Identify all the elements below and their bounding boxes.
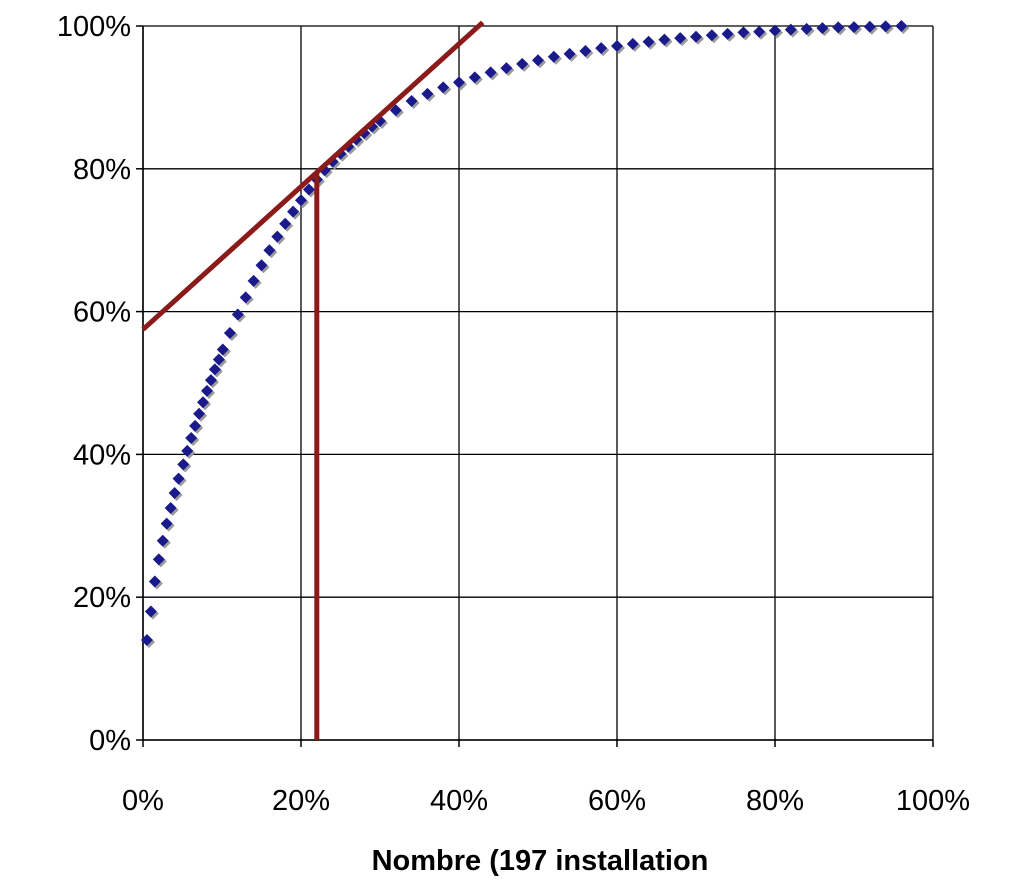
data-point (172, 472, 185, 485)
data-point (705, 29, 718, 42)
data-point (287, 205, 300, 218)
data-point (595, 42, 608, 55)
data-point (500, 62, 513, 75)
data-point (152, 553, 165, 566)
data-point (516, 57, 529, 70)
data-point (468, 71, 481, 84)
y-tick-label: 60% (73, 297, 131, 329)
data-point (200, 384, 213, 397)
x-tick-label: 20% (272, 785, 330, 817)
data-point (547, 50, 560, 63)
data-point (674, 32, 687, 45)
x-tick-label: 100% (896, 785, 970, 817)
grid (142, 25, 934, 741)
data-point (642, 35, 655, 48)
data-point (144, 605, 157, 618)
data-point (156, 534, 169, 547)
data-point (140, 634, 153, 647)
reference-line (141, 20, 485, 332)
data-point (216, 343, 229, 356)
data-point (208, 363, 221, 376)
data-point (690, 30, 702, 43)
data-point (295, 194, 307, 207)
data-point (197, 396, 210, 409)
data-point (223, 327, 236, 340)
data-point (800, 22, 813, 35)
data-point (279, 217, 292, 230)
y-tick-label: 40% (73, 439, 131, 471)
data-point (164, 501, 177, 514)
y-tick-label: 80% (73, 154, 131, 186)
data-point (879, 20, 892, 33)
data-point (626, 37, 639, 50)
data-point (816, 22, 829, 35)
data-point (255, 259, 268, 272)
data-point (405, 94, 418, 107)
data-point (389, 104, 402, 117)
data-point (721, 27, 734, 40)
data-point (848, 21, 860, 34)
data-point (563, 47, 576, 60)
x-tick-label: 0% (122, 785, 164, 817)
data-point (532, 54, 544, 67)
data-point (231, 308, 244, 321)
data-point (239, 291, 252, 304)
data-point (168, 486, 181, 499)
data-point (437, 81, 450, 94)
data-point (302, 183, 315, 196)
x-tick-label: 80% (746, 785, 804, 817)
data-point (177, 458, 190, 471)
data-point (579, 44, 592, 57)
data-point (484, 66, 497, 79)
data-point (204, 374, 217, 387)
data-point (271, 230, 284, 243)
data-point (863, 20, 876, 33)
series-layer (140, 20, 910, 740)
data-point (193, 407, 206, 420)
data-point (189, 419, 202, 432)
y-tick-label: 100% (57, 11, 131, 43)
data-point (421, 87, 434, 100)
data-point (611, 39, 623, 52)
y-tick-label: 20% (73, 582, 131, 614)
data-point (185, 431, 198, 444)
data-point (148, 575, 161, 588)
tick-labels: 0% 20% 40% 60% 80% 100% 0% 20% 40% 60% 80% 100% (57, 11, 970, 817)
data-point (453, 76, 465, 89)
data-point (737, 26, 750, 39)
axes (136, 25, 934, 747)
data-point (263, 244, 276, 257)
y-tick-label: 0% (89, 725, 131, 757)
data-point (784, 23, 797, 36)
x-tick-label: 40% (430, 785, 488, 817)
x-axis-title: Nombre (197 installation (372, 845, 709, 877)
data-point (247, 274, 260, 287)
data-point (753, 25, 766, 38)
data-point (769, 24, 781, 37)
data-point (658, 33, 671, 46)
data-point (832, 21, 845, 34)
data-point (212, 353, 225, 366)
x-tick-label: 60% (588, 785, 646, 817)
data-point (181, 444, 194, 457)
marker-series (140, 20, 910, 649)
data-point (160, 517, 173, 530)
data-point (895, 20, 908, 32)
